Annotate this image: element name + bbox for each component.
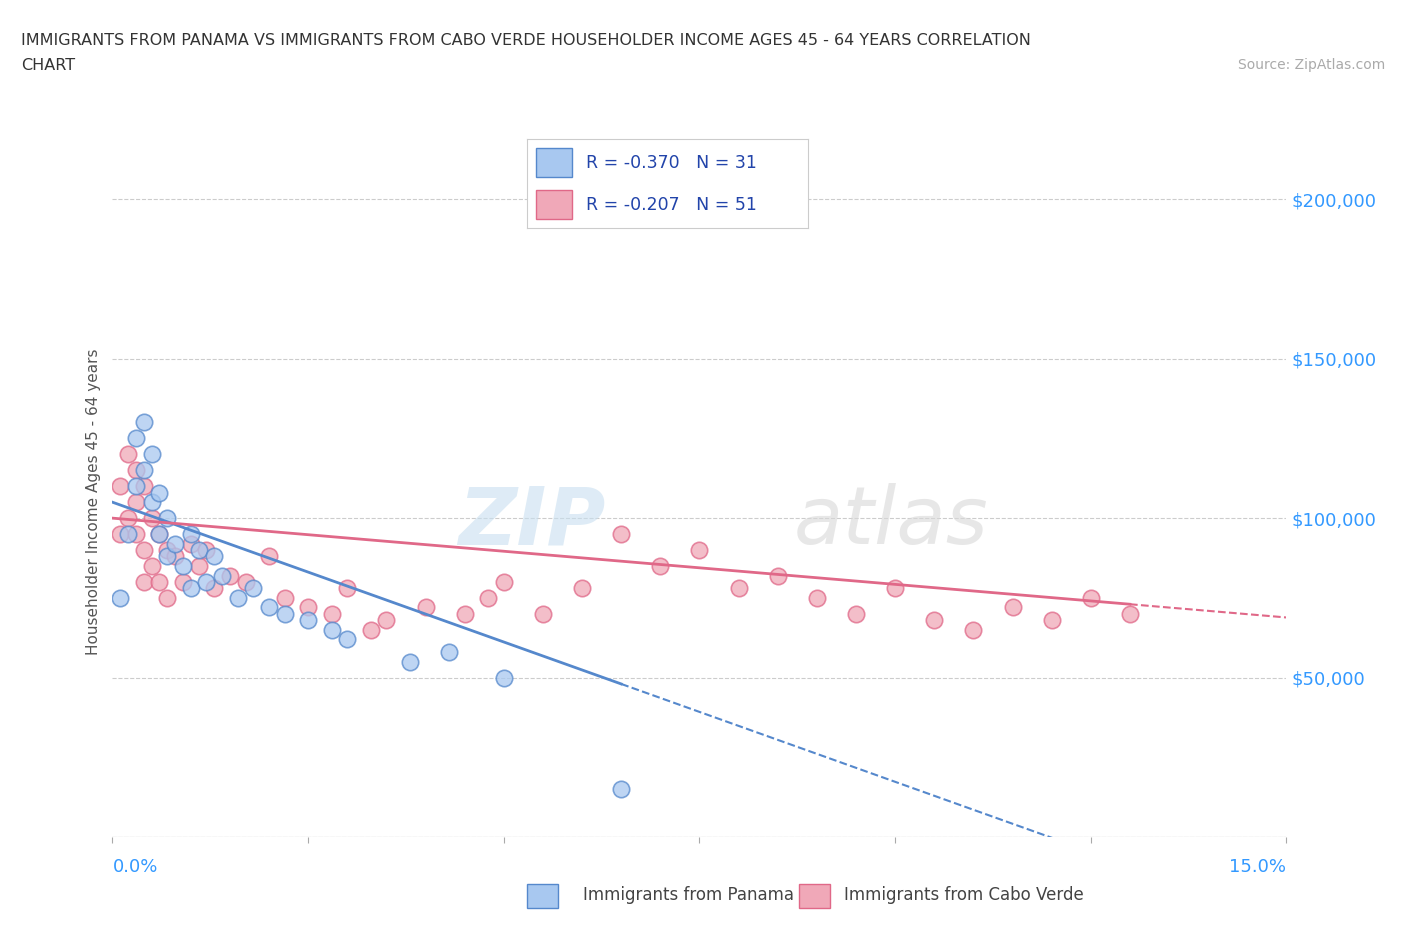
Text: ZIP: ZIP xyxy=(458,484,606,562)
Point xyxy=(195,575,218,590)
Point xyxy=(766,568,789,583)
Text: Immigrants from Cabo Verde: Immigrants from Cabo Verde xyxy=(844,885,1084,904)
Point xyxy=(180,526,202,541)
Point xyxy=(399,654,422,669)
Point xyxy=(1040,613,1063,628)
Y-axis label: Householder Income Ages 45 - 64 years: Householder Income Ages 45 - 64 years xyxy=(86,349,101,656)
Point xyxy=(110,526,132,541)
Point xyxy=(437,644,460,659)
Point xyxy=(336,631,359,646)
Point xyxy=(180,537,202,551)
Point xyxy=(156,591,179,605)
Point xyxy=(132,542,155,557)
Point xyxy=(375,613,398,628)
Point xyxy=(336,581,359,596)
Point xyxy=(195,542,218,557)
Point xyxy=(156,549,179,564)
Text: 15.0%: 15.0% xyxy=(1229,857,1286,876)
Point xyxy=(211,568,233,583)
Text: 0.0%: 0.0% xyxy=(112,857,157,876)
Point xyxy=(257,549,280,564)
Point xyxy=(531,606,554,621)
Point xyxy=(492,671,515,685)
Point xyxy=(132,415,155,430)
Point xyxy=(477,591,499,605)
Text: IMMIGRANTS FROM PANAMA VS IMMIGRANTS FROM CABO VERDE HOUSEHOLDER INCOME AGES 45 : IMMIGRANTS FROM PANAMA VS IMMIGRANTS FRO… xyxy=(21,33,1031,47)
Point xyxy=(321,622,343,637)
Point xyxy=(650,559,672,574)
Point xyxy=(360,622,382,637)
Point xyxy=(132,575,155,590)
Point xyxy=(148,526,170,541)
Point xyxy=(962,622,984,637)
Point xyxy=(125,495,148,510)
Point xyxy=(165,537,187,551)
Point xyxy=(415,600,437,615)
Text: atlas: atlas xyxy=(793,484,988,562)
Point xyxy=(610,782,633,797)
FancyBboxPatch shape xyxy=(536,149,572,178)
Point xyxy=(187,542,209,557)
Point xyxy=(148,575,170,590)
Point xyxy=(226,591,249,605)
Point xyxy=(235,575,257,590)
Point xyxy=(610,526,633,541)
Point xyxy=(125,463,148,478)
Point xyxy=(321,606,343,621)
Text: Source: ZipAtlas.com: Source: ZipAtlas.com xyxy=(1237,58,1385,72)
Point xyxy=(571,581,593,596)
Point xyxy=(141,447,163,462)
Point xyxy=(156,542,179,557)
Point xyxy=(727,581,749,596)
Point xyxy=(273,606,295,621)
Point xyxy=(117,447,139,462)
Point xyxy=(202,549,225,564)
Text: R = -0.370   N = 31: R = -0.370 N = 31 xyxy=(586,154,758,172)
Point xyxy=(117,511,139,525)
Point xyxy=(132,479,155,494)
Point xyxy=(172,575,194,590)
Point xyxy=(110,479,132,494)
Point xyxy=(297,600,319,615)
Point xyxy=(180,581,202,596)
Point xyxy=(492,575,515,590)
Point xyxy=(884,581,907,596)
Point xyxy=(202,581,225,596)
Point xyxy=(273,591,295,605)
Point xyxy=(141,495,163,510)
Point xyxy=(148,485,170,500)
Point xyxy=(242,581,264,596)
Point xyxy=(125,479,148,494)
Point xyxy=(297,613,319,628)
Point xyxy=(187,559,209,574)
Point xyxy=(257,600,280,615)
Point xyxy=(110,591,132,605)
Point xyxy=(156,511,179,525)
Point xyxy=(453,606,475,621)
Text: R = -0.207   N = 51: R = -0.207 N = 51 xyxy=(586,196,758,214)
Point xyxy=(148,526,170,541)
Point xyxy=(125,526,148,541)
Text: CHART: CHART xyxy=(21,58,75,73)
Point xyxy=(845,606,868,621)
Point xyxy=(1080,591,1102,605)
Point xyxy=(688,542,710,557)
Point xyxy=(1119,606,1142,621)
Point xyxy=(1001,600,1024,615)
Point xyxy=(141,559,163,574)
Point xyxy=(117,526,139,541)
FancyBboxPatch shape xyxy=(536,190,572,219)
Text: Immigrants from Panama: Immigrants from Panama xyxy=(583,885,794,904)
Point xyxy=(172,559,194,574)
Point xyxy=(922,613,945,628)
Point xyxy=(165,549,187,564)
Point xyxy=(132,463,155,478)
Point xyxy=(125,431,148,445)
Point xyxy=(218,568,242,583)
Point xyxy=(141,511,163,525)
Point xyxy=(806,591,828,605)
